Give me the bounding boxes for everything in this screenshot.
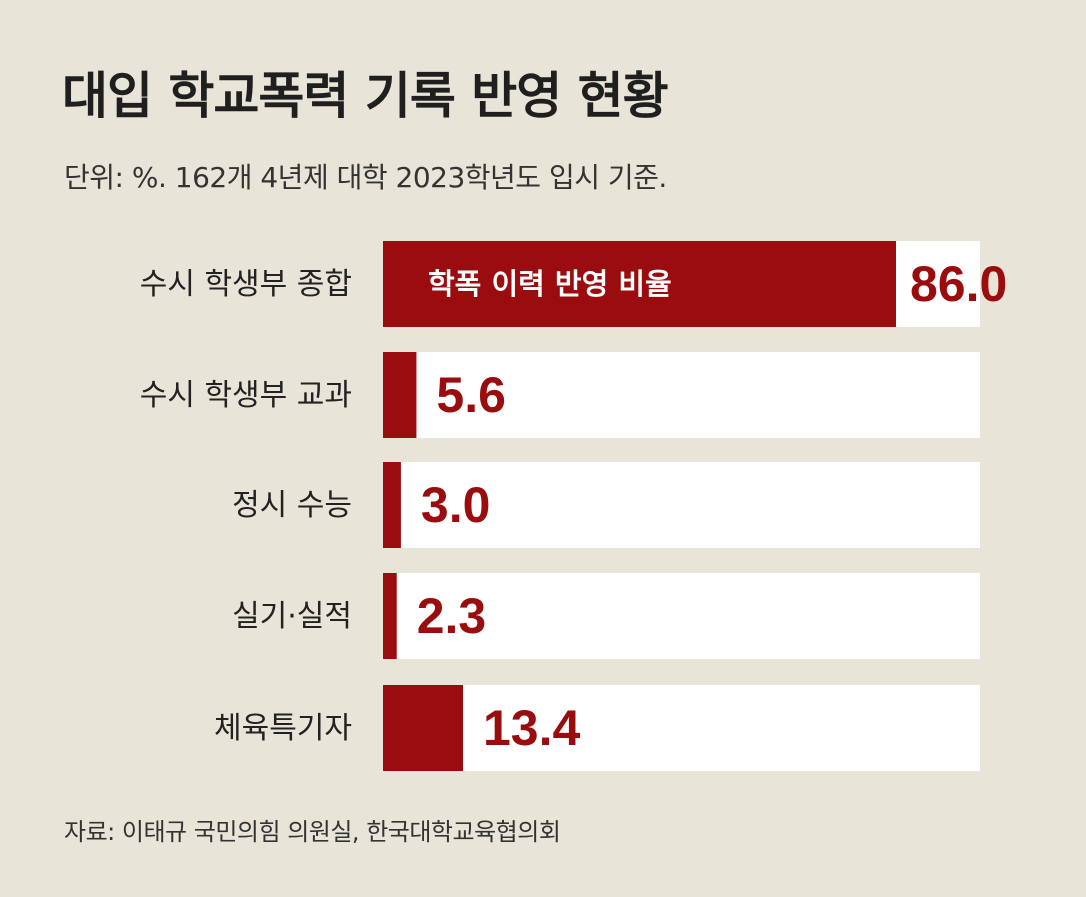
value-label: 13.4 [483,700,581,756]
value-label: 2.3 [417,588,487,644]
legend-label: 학폭 이력 반영 비율 [428,267,672,301]
bar-track [383,573,980,659]
bar [383,685,463,771]
bar-track [383,462,980,548]
category-label: 체육특기자 [214,711,352,746]
bar [383,462,401,548]
chart-subtitle: 단위: %. 162개 4년제 대학 2023학년도 입시 기준. [64,161,667,194]
chart-title: 대입 학교폭력 기록 반영 현황 [62,67,669,125]
value-label: 86.0 [910,256,1007,312]
category-label: 정시 수능 [232,488,352,523]
bar-track [383,685,980,771]
category-label: 실기·실적 [232,599,352,634]
category-label: 수시 학생부 교과 [140,378,352,413]
bar [383,352,417,438]
bar [383,573,397,659]
bar-track [383,352,980,438]
category-label: 수시 학생부 종합 [140,267,352,302]
bar [383,241,896,327]
value-label: 3.0 [421,477,491,533]
source-note: 자료: 이태규 국민의힘 의원실, 한국대학교육협의회 [64,818,561,846]
value-label: 5.6 [436,367,506,423]
